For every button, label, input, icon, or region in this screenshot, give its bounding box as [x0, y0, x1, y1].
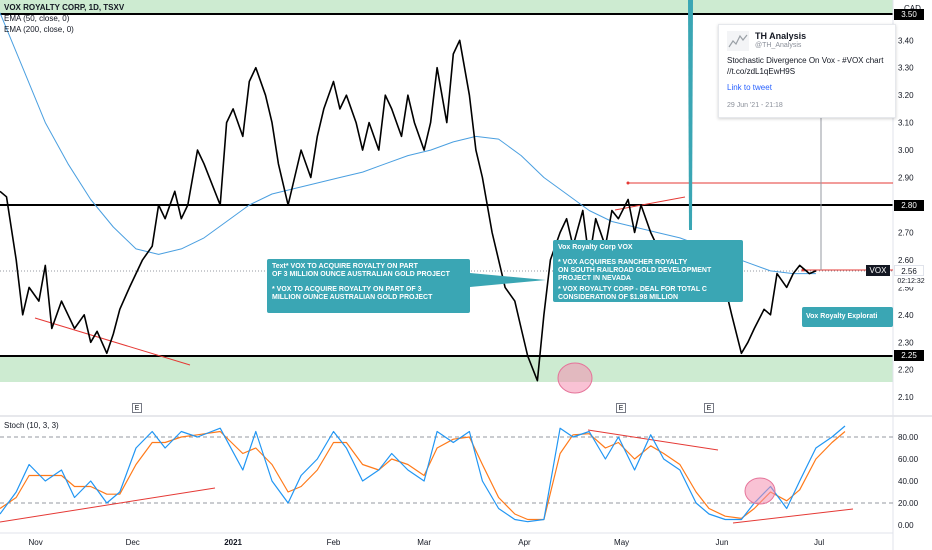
time-tick-label: Dec — [126, 538, 140, 547]
stoch-tick-label: 40.00 — [898, 477, 919, 486]
avatar — [727, 31, 749, 51]
earnings-marker[interactable]: E — [704, 403, 714, 413]
tweet-date: 29 Jun '21 - 21:18 — [727, 102, 783, 109]
stoch-d-line[interactable] — [0, 430, 846, 521]
highlight-april-low[interactable] — [557, 362, 593, 394]
ray-anchor-290[interactable] — [626, 181, 630, 185]
ticker-tag: VOX — [866, 265, 890, 276]
note-line: CONSIDERATION OF $1.98 MILLION — [558, 294, 679, 301]
stoch-tick-label: 0.00 — [898, 521, 914, 530]
ema50-line[interactable] — [0, 12, 816, 275]
price-tick-label: 2.70 — [898, 228, 914, 237]
stoch-k-line[interactable] — [0, 425, 846, 523]
note-line: Vox Royalty Explorati — [806, 313, 878, 320]
price-tick-label: 3.10 — [898, 119, 914, 128]
note-line: MILLION OUNCE AUSTRALIAN GOLD PROJECT — [272, 294, 433, 301]
note-right-callout[interactable]: Vox Royalty Corp VOX * VOX ACQUIRES RANC… — [553, 240, 743, 302]
price-tick-label: 2.60 — [898, 256, 914, 265]
price-tick-label: 2.50 — [898, 283, 914, 292]
time-tick-label: Feb — [327, 538, 341, 547]
note-line: * VOX ACQUIRES RANCHER ROYALTY — [558, 259, 688, 266]
stoch-tick-label: 80.00 — [898, 433, 919, 442]
stoch-trendline-rising-2[interactable] — [732, 508, 854, 524]
stoch-tick-label: 20.00 — [898, 499, 919, 508]
price-series[interactable] — [0, 39, 817, 382]
stoch-d-series[interactable] — [0, 430, 846, 521]
time-tick-label: Apr — [518, 538, 531, 547]
time-tick-label: May — [614, 538, 629, 547]
tag-countdown: 02:12:32 — [894, 276, 928, 287]
tag-last-price: 2.56 — [894, 265, 924, 276]
tag-resistance: 2.80 — [894, 200, 924, 211]
price-tick-label: 2.10 — [898, 393, 914, 402]
ema50-series[interactable] — [0, 12, 816, 275]
earnings-marker[interactable]: E — [616, 403, 626, 413]
note-line: * VOX ROYALTY CORP - DEAL FOR TOTAL C — [558, 286, 707, 293]
note-small-callout[interactable]: Vox Royalty Explorati — [802, 307, 893, 327]
ema200-legend[interactable]: EMA (200, close, 0) — [4, 25, 74, 34]
time-tick-label: Nov — [28, 538, 42, 547]
stoch-axis[interactable]: 80.00 60.00 40.00 20.00 0.00 — [898, 433, 919, 530]
tag-support: 2.25 — [894, 350, 924, 361]
price-tick-label: 2.30 — [898, 338, 914, 347]
note-line: PROJECT IN NEVADA — [558, 275, 631, 282]
earnings-marker[interactable]: E — [132, 403, 142, 413]
time-tick-label: Jun — [716, 538, 729, 547]
top-zone — [0, 0, 893, 14]
support-zone — [0, 357, 893, 382]
time-tick-label: 2021 — [224, 538, 242, 547]
tweet-handle: @TH_Analysis — [755, 42, 802, 49]
note-title: Vox Royalty Corp VOX — [558, 244, 633, 251]
price-tick-label: 3.40 — [898, 36, 914, 45]
currency-label: CAD — [904, 4, 921, 13]
price-tick-label: 2.40 — [898, 311, 914, 320]
time-axis[interactable]: Nov Dec 2021 Feb Mar Apr May Jun Jul — [28, 538, 824, 547]
note-line: * VOX TO ACQUIRE ROYALTY ON PART OF 3 — [272, 286, 422, 293]
price-line[interactable] — [0, 39, 817, 382]
symbol-title[interactable]: VOX ROYALTY CORP, 1D, TSXV — [4, 3, 125, 12]
trendline-may-highs[interactable] — [614, 196, 686, 211]
time-tick-label: Mar — [417, 538, 431, 547]
tweet-text: Stochastic Divergence On Vox - #VOX char… — [727, 55, 897, 77]
note-line: OF 3 MILLION OUNCE AUSTRALIAN GOLD PROJE… — [272, 271, 450, 278]
price-axis[interactable]: 3.40 3.30 3.20 3.10 3.00 2.90 2.70 2.60 2.50 2.40… — [898, 36, 914, 402]
tweet-pin[interactable] — [688, 0, 693, 230]
price-tick-label: 2.90 — [898, 174, 914, 183]
stoch-legend[interactable]: Stoch (10, 3, 3) — [4, 421, 59, 430]
tweet-text-line: //t.co/zdL1qEwH9S — [727, 67, 796, 76]
price-tick-label: 2.20 — [898, 366, 914, 375]
tag-top-level: 3.50 — [894, 9, 924, 20]
tweet-link[interactable]: Link to tweet — [727, 83, 772, 92]
note-left-callout[interactable]: Text* VOX TO ACQUIRE ROYALTY ON PART OF … — [267, 259, 470, 313]
note-line: ON SOUTH RAILROAD GOLD DEVELOPMENT — [558, 267, 712, 274]
tweet-text-line: Stochastic Divergence On Vox - #VOX char… — [727, 56, 884, 65]
price-tick-label: 3.00 — [898, 146, 914, 155]
stoch-k-series[interactable] — [0, 425, 846, 523]
note-line: Text* VOX TO ACQUIRE ROYALTY ON PART — [272, 263, 418, 270]
note-left-pointer — [470, 273, 546, 287]
price-tick-label: 3.30 — [898, 64, 914, 73]
price-tick-label: 3.20 — [898, 91, 914, 100]
stoch-trendline-rising-1[interactable] — [0, 487, 216, 523]
ema50-legend[interactable]: EMA (50, close, 0) — [4, 14, 70, 23]
tweet-card[interactable]: TH Analysis @TH_Analysis Stochastic Dive… — [718, 24, 896, 118]
highlight-stoch-june[interactable] — [744, 477, 776, 505]
trendline-nov-lows[interactable] — [34, 317, 191, 366]
tweet-author-name[interactable]: TH Analysis — [755, 31, 807, 41]
time-tick-label: Jul — [814, 538, 824, 547]
stoch-tick-label: 60.00 — [898, 455, 919, 464]
